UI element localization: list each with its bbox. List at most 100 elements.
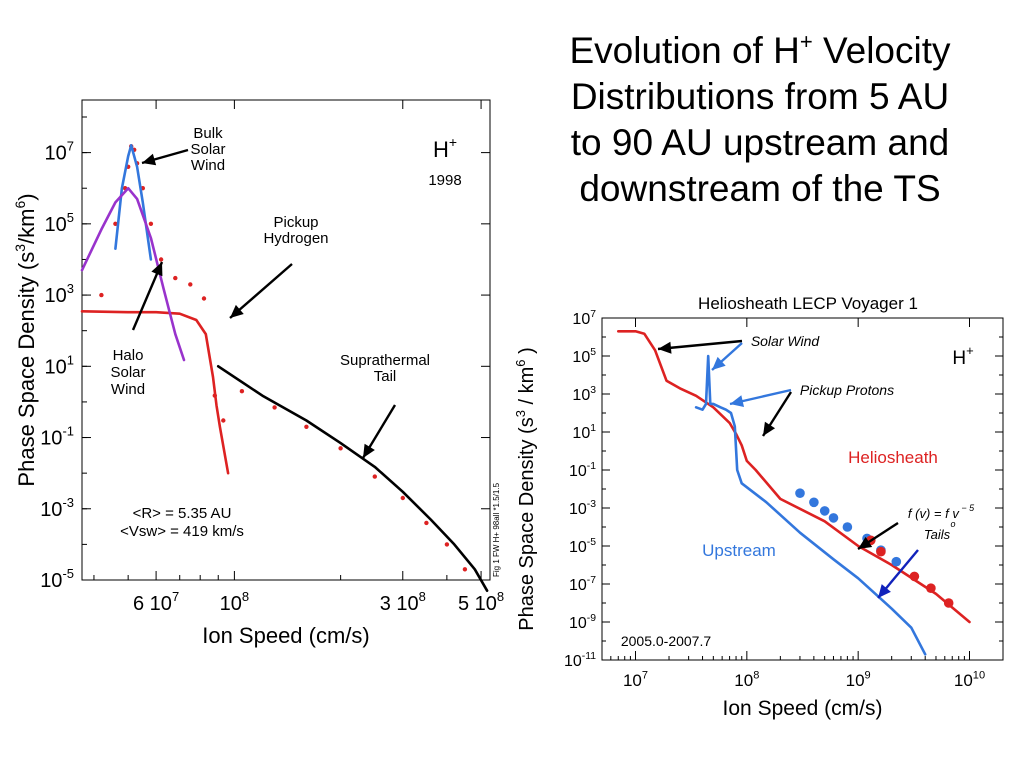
x-tick-label: 108 <box>220 589 249 615</box>
data-point-2-1 <box>809 497 819 508</box>
data-point-0-20 <box>400 495 405 501</box>
annotation-solar-wind: Solar Wind <box>751 333 821 349</box>
y-tick-label: 103 <box>572 385 596 404</box>
arrow-solar-wind-black-head <box>658 341 672 354</box>
annotation-bulk-solar-wind-line-0: Bulk <box>193 125 223 142</box>
x-tick-label: 1010 <box>954 669 985 690</box>
x-tick-label: 109 <box>846 669 871 690</box>
x-axis-label: Ion Speed (cm/s) <box>202 623 370 648</box>
series-line-3 <box>80 186 186 362</box>
x-tick-label: 107 <box>623 669 648 690</box>
data-point-2-3 <box>828 513 839 523</box>
y-tick-label: 10-7 <box>569 575 596 594</box>
series-line-1 <box>80 309 230 475</box>
data-point-0-10 <box>173 275 178 281</box>
x-tick-label: 3 108 <box>380 589 426 615</box>
x-tick-label: 6 107 <box>133 589 179 615</box>
data-point-2-4 <box>842 522 853 532</box>
data-point-2-0 <box>795 488 805 499</box>
y-tick-label: 107 <box>45 139 74 165</box>
data-point-3-1 <box>876 546 886 557</box>
annotation-suprathermal-tail-line-1: Tail <box>374 368 397 385</box>
data-point-0-15 <box>239 389 245 394</box>
stat-vsw: <Vsw> = 419 km/s <box>120 523 244 540</box>
y-tick-label: 101 <box>45 352 74 378</box>
y-tick-label: 10-11 <box>564 651 596 670</box>
data-point-0-18 <box>338 446 343 451</box>
y-tick-label: 107 <box>572 309 596 328</box>
y-axis-label: Phase Space Density (s3/km6) <box>12 193 39 486</box>
data-point-0-23 <box>462 567 468 572</box>
data-point-3-2 <box>909 571 920 582</box>
y-tick-label: 105 <box>572 347 596 366</box>
figure-side-note: Fig 1 FW H+ 98all *1.5/1.5 <box>492 482 501 577</box>
annotation-pickup-protons: Pickup Protons <box>800 382 894 398</box>
annotation-power-law: f (v) = f v − 5 <box>908 503 975 521</box>
data-point-0-0 <box>99 292 104 298</box>
y-tick-label: 10-1 <box>569 461 596 480</box>
data-point-0-11 <box>188 282 193 287</box>
data-point-3-3 <box>926 583 936 593</box>
arrow-bulk-head <box>142 153 157 166</box>
y-tick-label: 10-3 <box>569 499 596 518</box>
data-point-0-14 <box>221 418 226 423</box>
title-line-1-superscript: + <box>799 29 813 54</box>
annotation-tails: Tails <box>924 527 951 542</box>
title-line-1-tail: Velocity <box>812 30 951 71</box>
arrow-tails-black-head <box>858 536 873 549</box>
y-tick-label: 103 <box>45 281 74 307</box>
y-tick-label: 10-1 <box>40 424 74 450</box>
series-line-2 <box>114 144 153 261</box>
annotation-bulk-solar-wind-line-2: Wind <box>191 157 225 174</box>
data-point-0-1 <box>113 221 118 226</box>
annotation-fo-subscript: o <box>950 519 955 529</box>
species-label: H+ <box>433 134 457 162</box>
x-axis-label: Ion Speed (cm/s) <box>723 697 883 720</box>
series-line-1 <box>694 354 927 656</box>
data-point-3-4 <box>943 598 954 608</box>
data-point-0-12 <box>201 296 207 301</box>
year-label: 1998 <box>428 172 461 189</box>
chart-heliosheath-voyager: Heliosheath LECP Voyager 1 107 105 103 101 10… <box>513 294 1004 720</box>
data-point-2-2 <box>819 506 830 516</box>
data-point-2-7 <box>891 556 902 567</box>
data-point-0-8 <box>148 221 154 226</box>
data-point-0-16 <box>272 405 277 410</box>
arrow-pickup-blue-head <box>730 395 745 407</box>
data-point-0-19 <box>372 474 377 479</box>
arrow-solar-wind-black <box>657 339 743 351</box>
title-line-1: Evolution of H+ Velocity <box>520 28 1000 74</box>
chart-1998-upstream: 107 105 103 101 10-1 10-3 10-5 6 107 108 3 108 5 1… <box>12 99 504 648</box>
annotation-pickup-hydrogen-line-0: Pickup <box>273 214 318 231</box>
legend-upstream: Upstream <box>702 541 776 560</box>
chart-title: Heliosheath LECP Voyager 1 <box>698 294 918 313</box>
title-line-1-text: Evolution of H <box>569 30 800 71</box>
y-tick-label: 105 <box>45 210 74 236</box>
data-point-0-17 <box>304 424 309 429</box>
series-line-4 <box>216 364 489 593</box>
arrow-pickup-black-head <box>763 421 776 436</box>
x-tick-label: 5 108 <box>458 589 504 615</box>
y-tick-label: 101 <box>572 423 596 442</box>
annotation-bulk-solar-wind-line-1: Solar <box>190 141 225 158</box>
legend-heliosheath: Heliosheath <box>848 448 938 467</box>
arrow-tail-head <box>363 443 375 458</box>
arrow-halo-head <box>151 262 163 277</box>
plot-frame <box>81 99 491 581</box>
arrow-tails-blue-head <box>878 584 891 598</box>
arrow-pickup <box>229 263 293 319</box>
annotation-halo-solar-wind-line-0: Halo <box>113 347 144 364</box>
species-label: H+ <box>952 343 973 369</box>
annotation-halo-solar-wind-line-1: Solar <box>110 364 145 381</box>
annotation-pickup-hydrogen-line-1: Hydrogen <box>263 230 328 247</box>
title-line-4: downstream of the TS <box>579 168 941 209</box>
title-line-2: Distributions from 5 AU <box>570 76 950 117</box>
y-tick-label: 10-3 <box>40 495 74 521</box>
arrow-pickup-head <box>230 304 244 318</box>
arrow-solar-wind-blue-head <box>712 356 726 370</box>
data-point-0-21 <box>424 520 429 526</box>
data-point-0-9 <box>158 257 164 262</box>
y-tick-label: 10-5 <box>569 537 596 556</box>
annotation-halo-solar-wind-line-2: Wind <box>111 381 145 398</box>
